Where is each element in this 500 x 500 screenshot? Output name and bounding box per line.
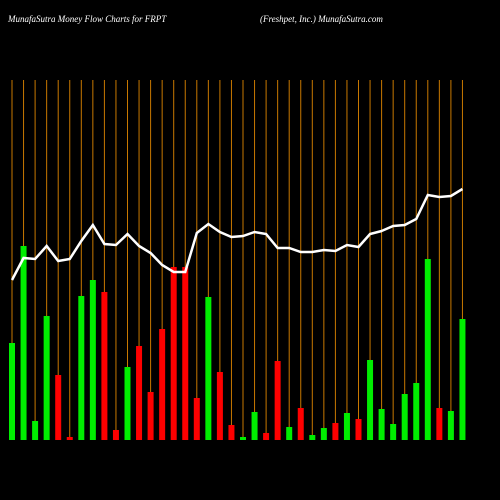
bar bbox=[124, 367, 131, 440]
bar bbox=[436, 408, 443, 440]
bar bbox=[309, 435, 316, 440]
bar bbox=[32, 421, 39, 440]
bar bbox=[43, 316, 50, 440]
bar bbox=[413, 383, 420, 440]
bar bbox=[320, 428, 327, 440]
bar bbox=[136, 346, 143, 440]
bar bbox=[182, 267, 189, 440]
bar bbox=[332, 423, 339, 440]
bar bbox=[401, 394, 408, 440]
bar bbox=[343, 413, 350, 440]
bar bbox=[240, 437, 246, 440]
bar bbox=[9, 343, 15, 440]
bar bbox=[297, 408, 304, 440]
bar bbox=[205, 297, 212, 440]
bar bbox=[378, 409, 385, 440]
bar bbox=[459, 319, 466, 440]
bar bbox=[193, 398, 200, 440]
bar bbox=[447, 411, 454, 440]
bar bbox=[55, 375, 62, 440]
bar bbox=[216, 372, 223, 440]
bar bbox=[251, 412, 258, 440]
bar bbox=[424, 259, 431, 440]
price-line bbox=[10, 187, 464, 281]
bar bbox=[147, 392, 154, 440]
bar bbox=[170, 267, 177, 440]
bar bbox=[159, 329, 166, 440]
chart-title: MunafaSutra Money Flow Charts for FRPT bbox=[7, 14, 167, 24]
bar bbox=[367, 360, 374, 440]
bar bbox=[112, 430, 119, 440]
bar bbox=[263, 433, 270, 440]
bar bbox=[390, 424, 397, 440]
bar bbox=[101, 292, 108, 440]
bar bbox=[78, 296, 85, 440]
bar bbox=[228, 425, 235, 440]
bar bbox=[355, 419, 362, 440]
bar bbox=[89, 280, 96, 440]
bar bbox=[286, 427, 293, 440]
chart-subtitle: (Freshpet, Inc.) MunafaSutra.com bbox=[260, 14, 383, 24]
bar bbox=[66, 437, 73, 440]
bar bbox=[274, 361, 281, 440]
bar bbox=[20, 246, 27, 440]
